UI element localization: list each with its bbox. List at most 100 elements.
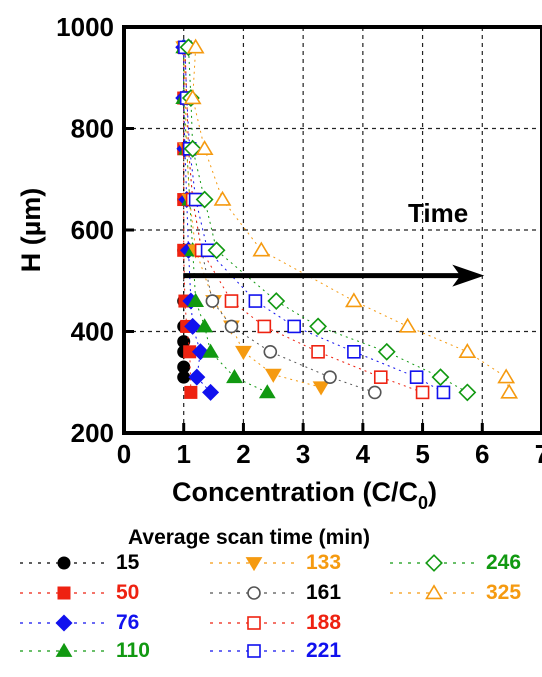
data-points	[175, 38, 519, 402]
y-tick-label-1000: 1000	[56, 12, 114, 42]
y-axis-title: H (µm)	[16, 188, 46, 273]
y-tick-label-800: 800	[71, 114, 114, 144]
x-axis-title-subscript: 0	[418, 493, 428, 513]
legend-label-246: 246	[486, 551, 522, 574]
data-point-110-4	[187, 292, 205, 307]
data-point-76-2	[184, 317, 202, 335]
data-point-325-9	[186, 38, 205, 54]
data-point-188-1	[373, 370, 388, 384]
time-arrow	[183, 264, 485, 287]
legend-marker-246	[425, 554, 443, 572]
legend-marker-15	[57, 556, 71, 570]
legend-entry-50: 50	[18, 581, 139, 605]
data-point-221-3	[287, 319, 301, 334]
legend-label-50: 50	[116, 581, 140, 604]
x-tick-label-2: 2	[236, 439, 250, 469]
data-point-110-2	[202, 343, 219, 358]
axis-ticks: 0 1 2 3 4 5 6 7 200 400 600 800 1000	[56, 12, 542, 469]
legend-entry-246: 246	[388, 551, 521, 575]
legend-entry-110: 110	[18, 639, 150, 663]
data-point-325-0	[500, 383, 519, 399]
legend-label-161: 161	[306, 581, 342, 604]
data-point-133-1	[264, 368, 282, 383]
data-point-246-6	[195, 190, 214, 209]
series-325	[183, 38, 519, 399]
legend-label-133: 133	[306, 551, 342, 574]
data-point-221-4	[248, 294, 263, 308]
x-tick-label-3: 3	[296, 439, 310, 469]
legend-label-221: 221	[306, 639, 342, 662]
x-tick-label-0: 0	[117, 439, 131, 469]
data-point-246-5	[207, 241, 226, 260]
series-line-50	[183, 47, 192, 393]
legend-marker-161	[247, 586, 261, 600]
legend-symbol-50	[20, 586, 108, 600]
legend-marker-76	[55, 614, 73, 632]
data-point-325-6	[213, 190, 232, 206]
data-point-221-2	[347, 344, 361, 359]
y-tick-label-600: 600	[71, 215, 114, 245]
data-point-325-1	[497, 368, 516, 384]
data-point-161-1	[323, 370, 337, 384]
data-point-325-3	[398, 317, 417, 333]
legend-symbol-325	[390, 584, 478, 600]
series-133	[175, 41, 330, 396]
grid-lines	[124, 27, 542, 433]
series-line-133	[183, 47, 322, 388]
data-point-161-3	[224, 319, 239, 334]
legend-label-188: 188	[306, 611, 342, 634]
time-arrow-head	[452, 264, 485, 287]
data-point-325-7	[195, 140, 214, 155]
x-tick-label-7: 7	[535, 439, 542, 469]
legend-marker-325	[425, 584, 443, 600]
legend-entry-188: 188	[208, 611, 341, 635]
data-point-133-2	[235, 345, 252, 360]
x-axis-title-close: )	[428, 477, 437, 507]
legend-marker-133	[245, 557, 263, 572]
legend-symbol-76	[20, 614, 108, 632]
x-tick-label-1: 1	[176, 439, 190, 469]
legend-symbol-161	[210, 586, 298, 600]
legend-label-76: 76	[116, 611, 140, 634]
time-annotation: Time	[408, 198, 468, 228]
legend-entry-15: 15	[18, 551, 139, 575]
legend-entry-325: 325	[388, 581, 521, 605]
series-line-161	[184, 47, 375, 393]
data-point-325-5	[252, 241, 271, 257]
series-line-246	[188, 47, 468, 393]
data-point-246-3	[309, 317, 328, 336]
legend-symbol-188	[210, 616, 298, 630]
legend-entry-221: 221	[208, 639, 341, 663]
series-line-188	[184, 47, 423, 393]
legend-marker-221	[247, 644, 261, 658]
legend-symbol-15	[20, 556, 108, 570]
x-axis-title: Concentration (C/C0)	[172, 477, 437, 513]
y-tick-label-200: 200	[71, 418, 114, 448]
data-point-221-1	[409, 370, 424, 384]
data-point-76-9	[188, 368, 206, 386]
legend-entry-133: 133	[208, 551, 341, 575]
data-point-221-0	[436, 385, 451, 400]
series-line-221	[184, 47, 444, 393]
data-point-325-8	[183, 89, 202, 105]
legend-symbol-133	[210, 557, 298, 572]
data-point-246-0	[458, 383, 477, 402]
legend-symbol-221	[210, 644, 298, 658]
y-tick-label-400: 400	[71, 317, 114, 347]
legend-marker-188	[247, 616, 261, 630]
legend-label-110: 110	[116, 639, 150, 662]
x-tick-label-6: 6	[475, 439, 489, 469]
data-point-188-3	[257, 319, 272, 334]
data-point-161-0	[367, 385, 382, 400]
data-point-110-0	[258, 384, 276, 399]
data-point-246-4	[267, 292, 286, 310]
legend-label-325: 325	[486, 581, 522, 604]
data-point-161-4	[205, 294, 220, 308]
x-tick-label-5: 5	[415, 439, 429, 469]
data-point-161-2	[263, 344, 278, 359]
data-point-325-4	[344, 292, 363, 308]
data-point-188-0	[415, 385, 430, 400]
data-point-246-7	[183, 139, 202, 158]
legend-title: Average scan time (min)	[128, 526, 370, 549]
